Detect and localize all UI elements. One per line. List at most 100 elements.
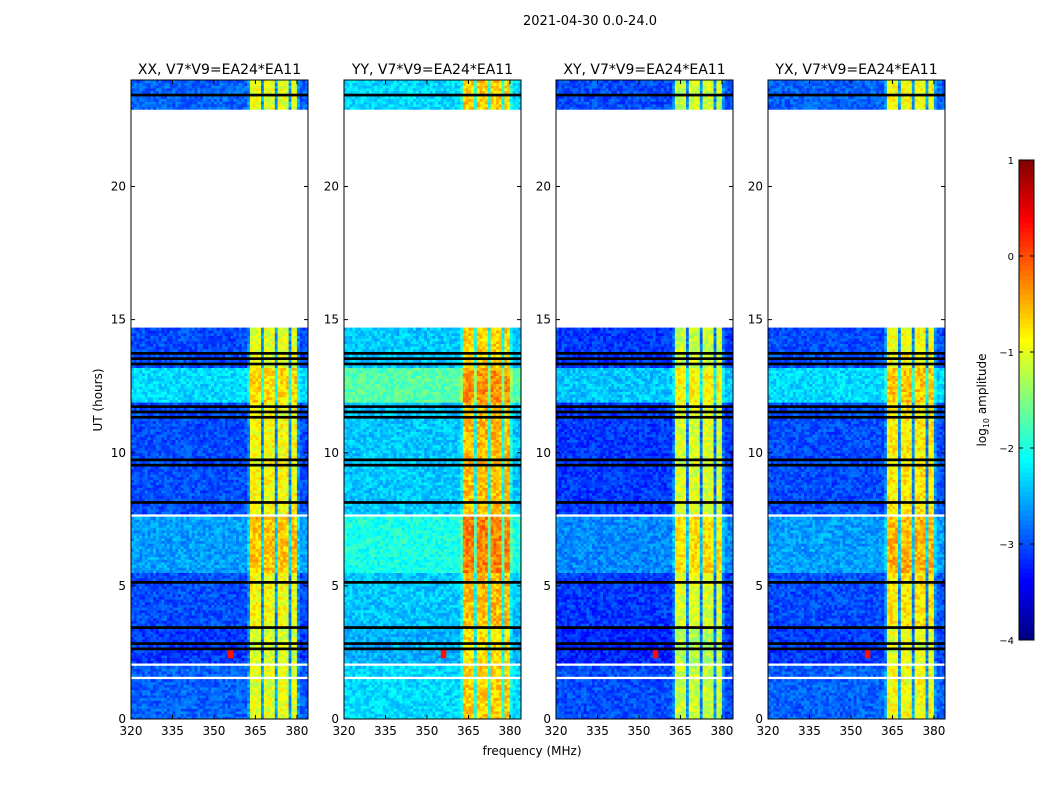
heatmap-cell [274, 689, 278, 693]
heatmap-cell [155, 623, 160, 627]
heatmap-cell [263, 652, 267, 656]
heatmap-cell [216, 641, 220, 645]
heatmap-cell [305, 636, 309, 640]
heatmap-cell [230, 644, 234, 648]
heatmap-cell [202, 556, 207, 560]
heatmap-cell [191, 617, 195, 621]
heatmap-cell [299, 559, 303, 563]
heatmap-cell [153, 620, 157, 624]
heatmap-cell [252, 703, 256, 707]
heatmap-cell [291, 553, 295, 557]
heatmap-cell [233, 700, 237, 704]
heatmap-cell [194, 633, 198, 637]
heatmap-cell [208, 700, 212, 704]
heatmap-cell [178, 604, 182, 608]
heatmap-cell [236, 609, 240, 613]
heatmap-cell [227, 543, 231, 547]
heatmap-cell [194, 567, 198, 571]
heatmap-cell [299, 553, 303, 557]
heatmap-cell [131, 652, 135, 656]
heatmap-cell [144, 665, 148, 669]
heatmap-cell [233, 580, 237, 584]
heatmap-cell [227, 641, 231, 645]
heatmap-cell [208, 506, 212, 510]
heatmap-cell [133, 599, 137, 603]
heatmap-cell [291, 577, 295, 581]
heatmap-cell [172, 649, 176, 653]
heatmap-cell [142, 671, 146, 675]
heatmap-cell [216, 700, 220, 704]
heatmap-cell [266, 601, 270, 605]
heatmap-cell [172, 516, 176, 520]
heatmap-cell [158, 564, 162, 568]
heatmap-cell [147, 623, 151, 627]
heatmap-cell [150, 665, 154, 669]
heatmap-cell [247, 697, 251, 701]
heatmap-cell [233, 516, 237, 520]
heatmap-cell [183, 620, 187, 624]
heatmap-cell [164, 527, 168, 531]
heatmap-cell [280, 559, 284, 563]
heatmap-cell [142, 604, 146, 608]
heatmap-cell [167, 615, 171, 619]
heatmap-cell [238, 601, 243, 605]
heatmap-cell [139, 631, 143, 635]
heatmap-cell [194, 695, 198, 699]
heatmap-cell [266, 548, 270, 552]
heatmap-cell [175, 679, 179, 683]
heatmap-cell [261, 636, 265, 640]
heatmap-cell [136, 636, 140, 640]
heatmap-cell [266, 671, 270, 675]
heatmap-cell [208, 687, 212, 691]
heatmap-cell [133, 596, 137, 600]
heatmap-cell [238, 575, 243, 579]
heatmap-cell [180, 697, 184, 701]
heatmap-cell [274, 684, 278, 688]
heatmap-cell [272, 516, 276, 520]
heatmap-cell [186, 612, 190, 616]
heatmap-cell [197, 612, 201, 616]
heatmap-cell [255, 660, 259, 664]
heatmap-cell [269, 612, 273, 616]
heatmap-cell [288, 577, 292, 581]
heatmap-cell [150, 684, 154, 688]
heatmap-cell [285, 655, 290, 659]
heatmap-cell [299, 641, 303, 645]
heatmap-cell [136, 601, 140, 605]
heatmap-cell [155, 556, 160, 560]
heatmap-cell [302, 649, 306, 653]
heatmap-cell [236, 617, 240, 621]
heatmap-cell [169, 684, 173, 688]
heatmap-cell [274, 713, 278, 717]
heatmap-cell [214, 617, 218, 621]
heatmap-cell [269, 620, 273, 624]
heatmap-cell [194, 599, 198, 603]
heatmap-cell [305, 655, 309, 659]
heatmap-cell [133, 697, 137, 701]
heatmap-cell [241, 681, 245, 685]
heatmap-cell [266, 615, 270, 619]
heatmap-cell [133, 684, 137, 688]
heatmap-cell [280, 604, 284, 608]
heatmap-cell [263, 599, 267, 603]
heatmap-cell [150, 551, 154, 555]
heatmap-cell [255, 655, 259, 659]
heatmap-cell [219, 625, 223, 629]
heatmap-cell [244, 506, 248, 510]
heatmap-cell [299, 588, 303, 592]
heatmap-cell [288, 615, 292, 619]
heatmap-cell [294, 703, 298, 707]
heatmap-cell [258, 580, 262, 584]
heatmap-cell [247, 585, 251, 589]
heatmap-cell [249, 639, 254, 643]
heatmap-cell [269, 564, 273, 568]
heatmap-cell [236, 620, 240, 624]
heatmap-cell [252, 572, 256, 576]
heatmap-cell [216, 580, 220, 584]
heatmap-cell [258, 668, 262, 672]
heatmap-cell [238, 639, 243, 643]
heatmap-cell [227, 593, 231, 597]
heatmap-cell [153, 596, 157, 600]
heatmap-cell [191, 639, 195, 643]
heatmap-cell [147, 713, 151, 717]
